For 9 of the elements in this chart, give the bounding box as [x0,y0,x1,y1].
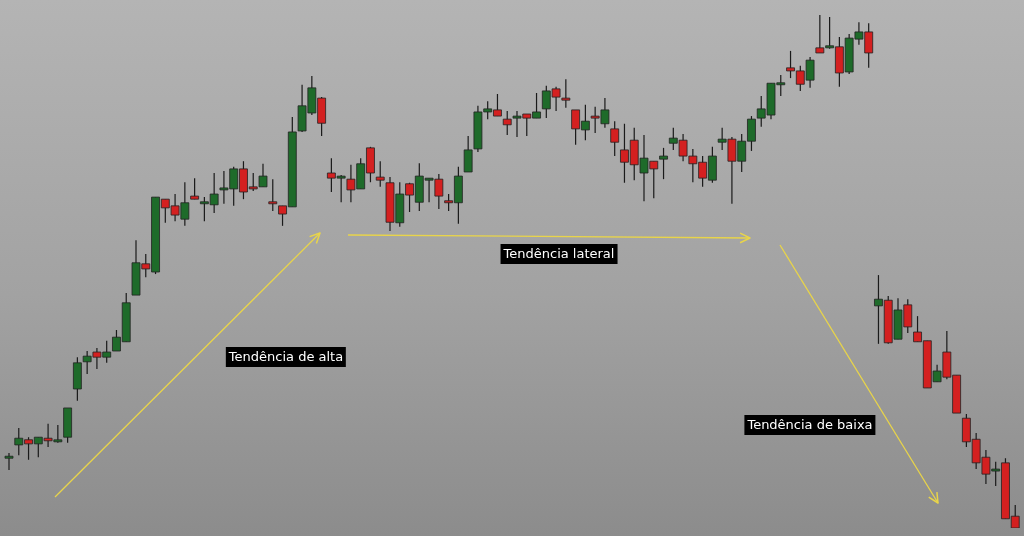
candlestick [375,160,385,188]
candlestick [4,452,14,471]
candlestick [268,178,278,212]
annotation: Tendência lateral [500,244,618,264]
candlestick [610,120,620,157]
candlestick [659,147,668,180]
candlestick [190,177,200,200]
annotation: Tendência de alta [225,347,347,367]
annotation: Tendência de baixa [744,415,876,435]
